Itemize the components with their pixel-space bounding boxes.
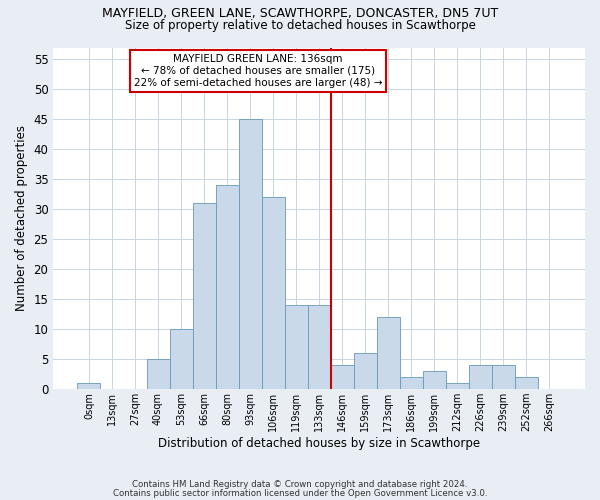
Text: MAYFIELD, GREEN LANE, SCAWTHORPE, DONCASTER, DN5 7UT: MAYFIELD, GREEN LANE, SCAWTHORPE, DONCAS… — [102, 8, 498, 20]
Bar — [193, 204, 215, 389]
Bar — [423, 371, 446, 389]
Bar — [239, 120, 262, 389]
Bar — [146, 359, 170, 389]
X-axis label: Distribution of detached houses by size in Scawthorpe: Distribution of detached houses by size … — [158, 437, 480, 450]
Text: Contains HM Land Registry data © Crown copyright and database right 2024.: Contains HM Land Registry data © Crown c… — [132, 480, 468, 489]
Bar — [377, 317, 400, 389]
Bar — [400, 377, 423, 389]
Text: Contains public sector information licensed under the Open Government Licence v3: Contains public sector information licen… — [113, 489, 487, 498]
Bar — [331, 365, 353, 389]
Bar — [262, 198, 284, 389]
Bar — [77, 383, 100, 389]
Bar — [215, 186, 239, 389]
Bar — [170, 329, 193, 389]
Bar — [492, 365, 515, 389]
Text: Size of property relative to detached houses in Scawthorpe: Size of property relative to detached ho… — [125, 19, 475, 32]
Bar — [515, 377, 538, 389]
Y-axis label: Number of detached properties: Number of detached properties — [15, 126, 28, 312]
Bar — [353, 353, 377, 389]
Bar — [446, 383, 469, 389]
Bar — [308, 305, 331, 389]
Text: MAYFIELD GREEN LANE: 136sqm
← 78% of detached houses are smaller (175)
22% of se: MAYFIELD GREEN LANE: 136sqm ← 78% of det… — [134, 54, 382, 88]
Bar — [284, 305, 308, 389]
Bar — [469, 365, 492, 389]
